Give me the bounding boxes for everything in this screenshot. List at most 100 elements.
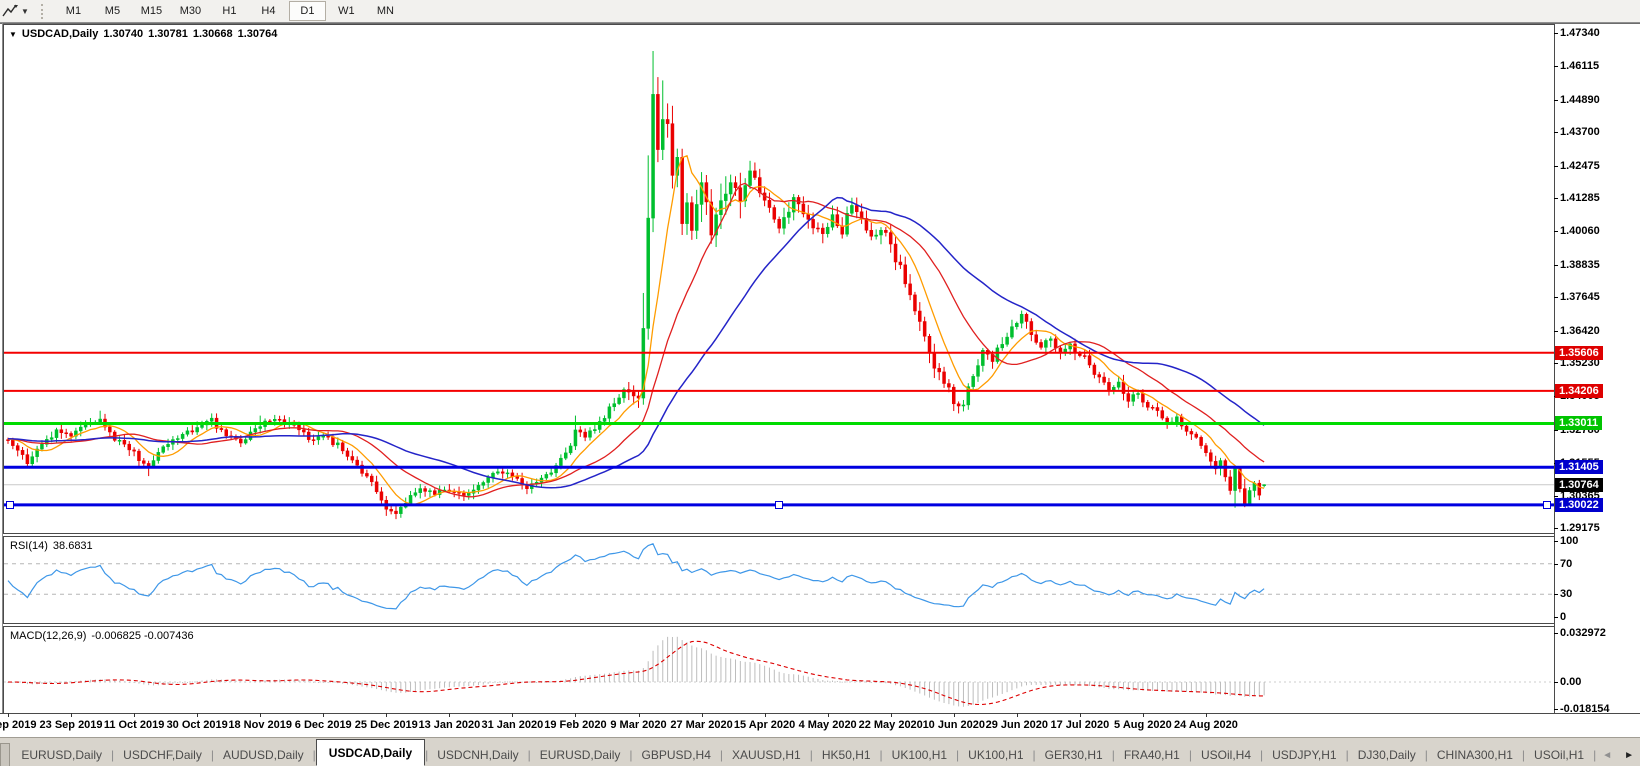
timeframe-button-d1[interactable]: D1 bbox=[288, 1, 326, 21]
date-label: 27 Mar 2020 bbox=[670, 719, 733, 731]
timeframe-button-w1[interactable]: W1 bbox=[338, 5, 355, 17]
date-tick-mark bbox=[449, 713, 451, 717]
price-level-label-1.33011[interactable]: 1.33011 bbox=[1555, 416, 1603, 431]
rsi-value: 38.6831 bbox=[52, 540, 93, 552]
main-price-pane[interactable] bbox=[3, 24, 1555, 534]
price-axis-tick-mark bbox=[1554, 528, 1558, 529]
macd-canvas[interactable] bbox=[4, 627, 1554, 713]
price-level-label-1.30022[interactable]: 1.30022 bbox=[1555, 497, 1603, 512]
price-axis-tick-mark bbox=[1554, 231, 1558, 233]
timeframe-button-m5[interactable]: M5 bbox=[104, 5, 121, 17]
rsi-canvas[interactable] bbox=[4, 537, 1554, 623]
price-axis-tick-mark bbox=[1554, 495, 1558, 497]
chevron-down-icon[interactable]: ▼ bbox=[21, 6, 29, 16]
timeframe-button-mn[interactable]: MN bbox=[376, 5, 394, 17]
tab-usdcnh-daily[interactable]: USDCNH,Daily bbox=[437, 748, 519, 762]
date-label: 15 Apr 2020 bbox=[733, 719, 796, 731]
cursor-tool-button[interactable]: ▼ bbox=[0, 4, 33, 18]
price-chart-canvas[interactable] bbox=[4, 25, 1554, 533]
rsi-axis-tick[interactable]: 70 bbox=[1560, 557, 1573, 570]
date-tick-mark bbox=[764, 713, 766, 717]
tabs-scroll-right-button[interactable]: ► bbox=[1624, 749, 1634, 761]
ma-fast-line[interactable] bbox=[7, 154, 1265, 505]
tab-separator: | bbox=[1424, 748, 1428, 762]
tab-eurusd-daily[interactable]: EURUSD,Daily bbox=[21, 748, 103, 762]
date-label: 5 Aug 2020 bbox=[1114, 719, 1172, 731]
macd-indicator-pane[interactable] bbox=[3, 626, 1555, 714]
tab-dj30-daily[interactable]: DJ30,Daily bbox=[1357, 748, 1416, 762]
tab-stub[interactable] bbox=[0, 743, 11, 766]
tab-ger30-h1[interactable]: GER30,H1 bbox=[1044, 748, 1103, 762]
date-label: 30 Oct 2019 bbox=[166, 719, 228, 731]
date-tick-mark bbox=[134, 713, 136, 717]
line-handle-right[interactable] bbox=[1543, 500, 1551, 509]
price-axis-tick[interactable]: 1.41285 bbox=[1560, 192, 1600, 204]
price-axis-tick[interactable]: 1.36420 bbox=[1560, 324, 1600, 337]
rsi-axis-tick[interactable]: 30 bbox=[1560, 588, 1573, 601]
price-axis-tick[interactable]: 1.47340 bbox=[1560, 27, 1600, 39]
chevron-down-icon[interactable]: ▼ bbox=[9, 29, 17, 39]
date-label: 4 Sep 2019 bbox=[0, 719, 37, 731]
ma-medium-line[interactable] bbox=[7, 182, 1265, 498]
price-axis-tick[interactable]: 1.40060 bbox=[1560, 225, 1600, 238]
tab-separator: | bbox=[1032, 748, 1036, 762]
timeframe-button-m30[interactable]: M30 bbox=[179, 5, 202, 17]
toolbar-grip[interactable] bbox=[40, 3, 48, 19]
price-axis-tick[interactable]: 1.42475 bbox=[1560, 159, 1600, 172]
line-handle-center[interactable] bbox=[775, 500, 783, 509]
ohlc-high: 1.30781 bbox=[148, 28, 188, 40]
tab-xauusd-h1[interactable]: XAUUSD,H1 bbox=[732, 748, 801, 762]
symbol-period-label: USDCAD,Daily bbox=[21, 28, 99, 40]
price-axis-tick-mark bbox=[1554, 66, 1558, 68]
tab-usoil-h4[interactable]: USOil,H4 bbox=[1200, 748, 1251, 762]
tabs-scroll-left-button[interactable]: ◄ bbox=[1602, 749, 1613, 761]
tab-audusd-daily[interactable]: AUDUSD,Daily bbox=[222, 748, 304, 762]
macd-axis-tick[interactable]: 0.00 bbox=[1560, 676, 1582, 688]
price-axis-border bbox=[1554, 24, 1555, 713]
date-label: 22 May 2020 bbox=[858, 719, 923, 731]
chart-title: ▼ USDCAD,Daily 1.30740 1.30781 1.30668 1… bbox=[9, 28, 277, 40]
timeframe-button-m15[interactable]: M15 bbox=[140, 5, 163, 17]
tab-usdchf-daily[interactable]: USDCHF,Daily bbox=[123, 748, 202, 762]
macd-axis-tick[interactable]: -0.018154 bbox=[1560, 703, 1610, 715]
price-axis-tick[interactable]: 1.37645 bbox=[1560, 291, 1600, 304]
price-level-label-1.35606[interactable]: 1.35606 bbox=[1555, 345, 1603, 360]
macd-values: -0.006825 -0.007436 bbox=[91, 630, 194, 642]
tab-uk100-h1[interactable]: UK100,H1 bbox=[968, 748, 1024, 762]
timeframe-button-h1[interactable]: H1 bbox=[222, 5, 237, 17]
candlestick-series bbox=[6, 50, 1266, 520]
rsi-indicator-pane[interactable] bbox=[3, 536, 1555, 624]
tab-eurusd-daily[interactable]: EURUSD,Daily bbox=[539, 748, 621, 762]
price-axis-tick[interactable]: 1.29175 bbox=[1560, 522, 1600, 534]
tab-usoil-h1[interactable]: USOil,H1 bbox=[1534, 748, 1585, 762]
ma-slow-line[interactable] bbox=[7, 196, 1265, 489]
date-label: 13 Jan 2020 bbox=[418, 719, 481, 731]
tab-hk50-h1[interactable]: HK50,H1 bbox=[821, 748, 871, 762]
tab-gbpusd-h4[interactable]: GBPUSD,H4 bbox=[641, 748, 711, 762]
price-axis-tick[interactable]: 1.35230 bbox=[1560, 357, 1600, 369]
ohlc-open: 1.30740 bbox=[103, 28, 144, 40]
price-axis-tick[interactable]: 1.43700 bbox=[1560, 126, 1600, 139]
price-axis-tick-mark bbox=[1554, 33, 1558, 34]
price-axis-tick-mark bbox=[1554, 99, 1558, 101]
price-axis-tick-mark bbox=[1554, 132, 1558, 134]
date-label: 31 Jan 2020 bbox=[481, 719, 544, 731]
price-axis-tick[interactable]: 1.46115 bbox=[1560, 60, 1600, 73]
tab-uk100-h1[interactable]: UK100,H1 bbox=[891, 748, 948, 762]
tab-usdjpy-h1[interactable]: USDJPY,H1 bbox=[1272, 748, 1337, 762]
tab-usdcad-daily[interactable]: USDCAD,Daily bbox=[315, 739, 426, 766]
tab-china300-h1[interactable]: CHINA300,H1 bbox=[1436, 748, 1513, 762]
price-level-label-1.34206[interactable]: 1.34206 bbox=[1555, 383, 1603, 398]
date-label: 29 Jun 2020 bbox=[985, 719, 1048, 731]
rsi-axis-tick[interactable]: 100 bbox=[1560, 535, 1579, 547]
rsi-axis-tick[interactable]: 0 bbox=[1560, 611, 1567, 623]
price-axis-tick[interactable]: 1.38835 bbox=[1560, 258, 1600, 271]
rsi-axis-tick-mark bbox=[1554, 563, 1558, 565]
tab-fra40-h1[interactable]: FRA40,H1 bbox=[1123, 748, 1180, 762]
timeframe-button-h4[interactable]: H4 bbox=[261, 5, 276, 17]
timeframe-button-m1[interactable]: M1 bbox=[65, 5, 82, 17]
price-axis-tick[interactable]: 1.44890 bbox=[1560, 93, 1600, 106]
macd-axis-tick[interactable]: 0.032972 bbox=[1560, 627, 1606, 639]
line-handle-left[interactable] bbox=[6, 500, 14, 509]
price-level-label-1.31405[interactable]: 1.31405 bbox=[1555, 460, 1603, 475]
